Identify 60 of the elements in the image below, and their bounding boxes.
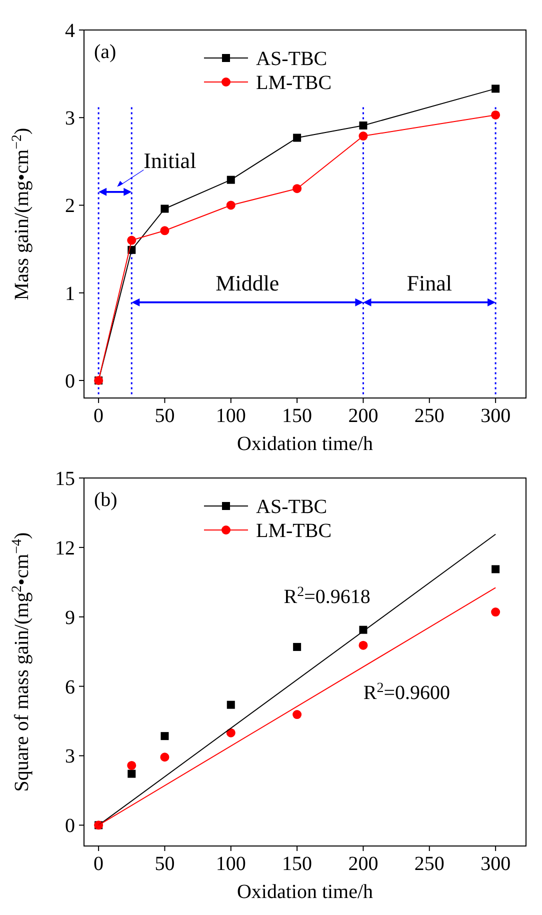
y-tick-label: 12 — [55, 537, 75, 560]
legend-label: AS-TBC — [256, 496, 328, 518]
y-tick-label: 1 — [65, 282, 75, 305]
point — [492, 565, 500, 574]
point — [160, 226, 170, 236]
point — [226, 728, 236, 738]
point — [160, 732, 169, 740]
point — [293, 642, 302, 651]
x-tick-label: 150 — [282, 853, 312, 875]
point — [491, 608, 500, 617]
x-tick-label: 150 — [282, 405, 312, 427]
x-axis-title: Oxidation time/h — [236, 433, 374, 455]
legend-label: LM-TBC — [256, 520, 332, 542]
y-tick-label: 6 — [65, 676, 75, 698]
x-tick-label: 0 — [94, 405, 104, 427]
point — [492, 84, 500, 93]
text: (b) — [94, 489, 118, 511]
point — [226, 200, 236, 210]
annotation: Final — [406, 270, 452, 296]
y-tick-label: 2 — [65, 195, 75, 218]
x-tick-label: 50 — [154, 853, 175, 875]
y-tick-label: 3 — [65, 746, 75, 768]
x-tick-label: 300 — [480, 405, 511, 427]
x-tick-label: 100 — [216, 405, 246, 427]
legend-label: AS-TBC — [256, 48, 328, 70]
x-tick-label: 50 — [154, 405, 175, 427]
y-tick-label: 0 — [65, 370, 75, 392]
x-axis-title: Oxidation time/h — [236, 881, 374, 903]
legend-label: LM-TBC — [256, 72, 332, 94]
point — [226, 176, 235, 184]
x-tick-label: 200 — [348, 853, 378, 875]
point — [128, 770, 136, 778]
point — [293, 134, 302, 142]
point — [160, 204, 169, 213]
x-tick-label: 250 — [414, 405, 444, 427]
annotation: R$^{2}$=0.9618 — [284, 584, 370, 608]
point — [127, 236, 136, 245]
x-tick-label: 100 — [216, 853, 246, 875]
point — [292, 184, 302, 194]
point — [358, 132, 368, 141]
point — [358, 640, 368, 650]
point — [226, 700, 235, 709]
y-tick-label: 0 — [65, 815, 75, 838]
x-tick-label: 250 — [414, 853, 444, 875]
y-tick-label: 15 — [55, 468, 75, 490]
x-tick-label: 200 — [348, 405, 378, 427]
annotation: Middle — [216, 270, 280, 296]
y-tick-label: 9 — [65, 606, 75, 629]
point — [491, 110, 500, 120]
point — [127, 760, 136, 770]
point — [359, 122, 368, 130]
y-tick-label: 4 — [65, 20, 75, 42]
point — [292, 710, 302, 720]
x-tick-label: 300 — [480, 853, 511, 875]
y-tick-label: 3 — [65, 108, 75, 130]
annotation: Initial — [144, 148, 196, 173]
point — [160, 752, 170, 762]
x-tick-label: 0 — [94, 853, 104, 875]
annotation: R$^{2}$=0.9600 — [363, 680, 450, 704]
text: (a) — [94, 41, 116, 63]
